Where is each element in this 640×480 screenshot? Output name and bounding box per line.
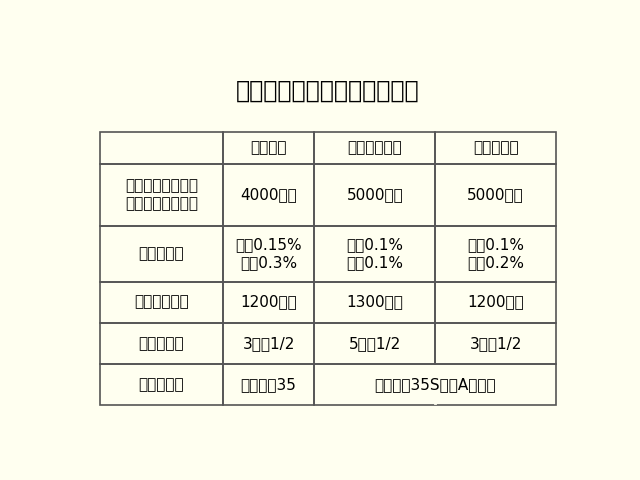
- Text: フラット35: フラット35: [241, 377, 296, 392]
- Text: 保存0.15%
移転0.3%: 保存0.15% 移転0.3%: [236, 238, 302, 270]
- Bar: [314, 364, 556, 405]
- Bar: [314, 132, 435, 164]
- Text: フラット35S金利Aプラン: フラット35S金利Aプラン: [374, 377, 496, 392]
- Text: 5000万円: 5000万円: [346, 187, 403, 202]
- Bar: [314, 164, 435, 226]
- Text: 1200万円: 1200万円: [467, 295, 524, 310]
- Text: 保存0.1%
移転0.2%: 保存0.1% 移転0.2%: [467, 238, 524, 270]
- Bar: [223, 164, 314, 226]
- Text: 低炭素住宅: 低炭素住宅: [473, 140, 518, 155]
- Bar: [223, 281, 314, 323]
- Text: 4000万円: 4000万円: [240, 187, 297, 202]
- Bar: [314, 281, 435, 323]
- Bar: [100, 226, 223, 281]
- Text: 一般住宅: 一般住宅: [250, 140, 287, 155]
- Bar: [100, 281, 223, 323]
- Text: 固定資産税: 固定資産税: [139, 336, 184, 351]
- Bar: [314, 323, 435, 364]
- Bar: [435, 164, 556, 226]
- Bar: [100, 132, 223, 164]
- Text: 住宅ローン: 住宅ローン: [139, 377, 184, 392]
- Bar: [223, 226, 314, 281]
- Bar: [314, 226, 435, 281]
- Text: 保存0.1%
移転0.1%: 保存0.1% 移転0.1%: [346, 238, 403, 270]
- Bar: [223, 323, 314, 364]
- Bar: [435, 323, 556, 364]
- Text: 新築戸建て住宅優遇制度比較: 新築戸建て住宅優遇制度比較: [236, 79, 420, 103]
- Text: 5000万円: 5000万円: [467, 187, 524, 202]
- Bar: [100, 164, 223, 226]
- Text: 1300万円: 1300万円: [346, 295, 403, 310]
- Bar: [435, 281, 556, 323]
- Text: 住宅ローン控除の
対象ローン限度額: 住宅ローン控除の 対象ローン限度額: [125, 179, 198, 211]
- Bar: [100, 364, 223, 405]
- Bar: [223, 132, 314, 164]
- Text: 不動産取得税: 不動産取得税: [134, 295, 189, 310]
- Bar: [435, 226, 556, 281]
- Bar: [223, 364, 314, 405]
- Text: 1200万円: 1200万円: [240, 295, 297, 310]
- Text: 3年間1/2: 3年間1/2: [243, 336, 295, 351]
- Bar: [100, 323, 223, 364]
- Text: 5年間1/2: 5年間1/2: [349, 336, 401, 351]
- Text: 長期優良住宅: 長期優良住宅: [348, 140, 402, 155]
- Text: 3年間1/2: 3年間1/2: [470, 336, 522, 351]
- Bar: [435, 132, 556, 164]
- Text: 登録免許税: 登録免許税: [139, 246, 184, 261]
